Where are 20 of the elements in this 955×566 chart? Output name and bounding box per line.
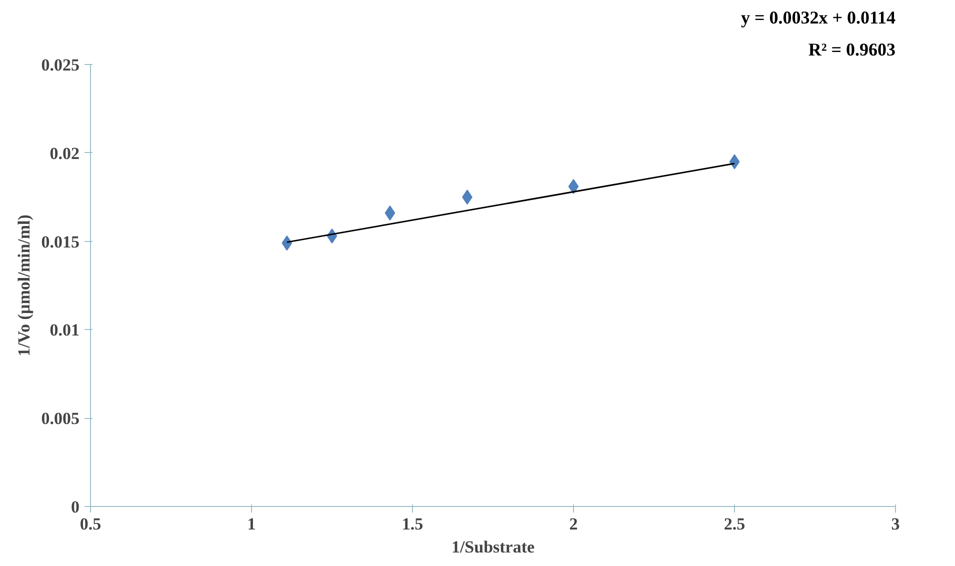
y-tick-label: 0.015 [41, 232, 80, 252]
text: y = 0.0032x + 0.0114 [740, 8, 896, 28]
x-tick-label: 1 [247, 514, 256, 534]
x-axis-title: 1/Substrate [451, 538, 536, 556]
y-tick-label: 0.005 [41, 409, 80, 428]
text: R² = 0.9603 [808, 40, 896, 60]
y-tick-label: 0.025 [41, 56, 80, 74]
point [729, 154, 740, 170]
x-tick-label: 3 [891, 514, 900, 534]
point [282, 236, 292, 251]
point [568, 178, 579, 194]
point [384, 206, 396, 221]
x-tick-label: 2.5 [724, 514, 746, 534]
y-tick-label: 0.01 [50, 320, 80, 340]
x-tick-label: 1.5 [402, 514, 424, 534]
y-tick-label: 0 [71, 498, 80, 516]
y-tick-label: 0.02 [50, 144, 80, 163]
y-axis-title: 1/Vo (µmol/min/ml) [14, 214, 34, 356]
x-tick-label: 2 [569, 514, 578, 534]
x-tick-label: 0.5 [80, 514, 102, 534]
